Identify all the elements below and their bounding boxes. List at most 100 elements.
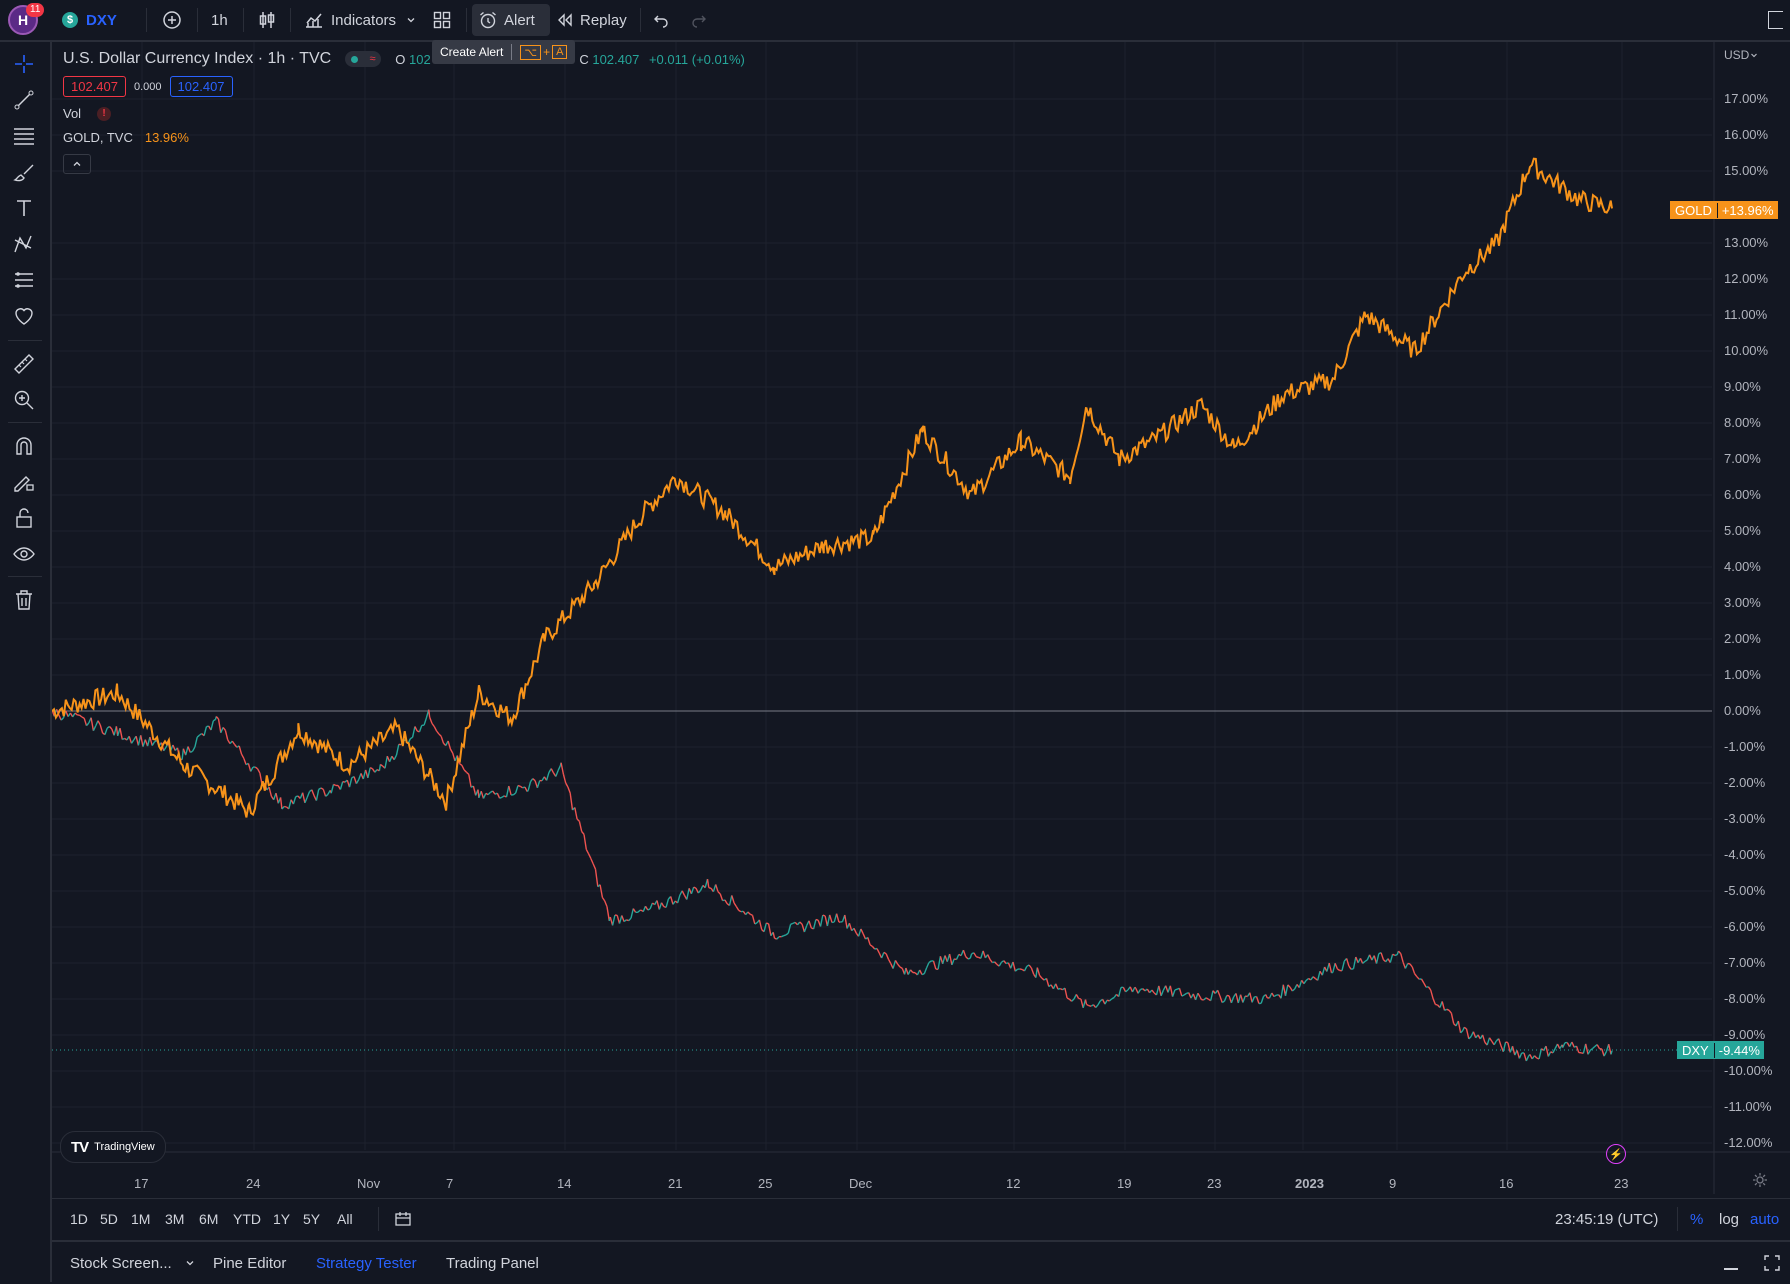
fib-tool[interactable]: [10, 122, 38, 150]
market-status-indicator[interactable]: ≈: [345, 51, 381, 67]
compare-legend[interactable]: GOLD, TVC 13.96%: [63, 130, 189, 145]
indicators-dropdown-button[interactable]: [405, 0, 417, 40]
range-button-1y[interactable]: 1Y: [273, 1199, 290, 1239]
lock-drawings-tool[interactable]: [10, 504, 38, 532]
interval-button[interactable]: 1h: [211, 0, 228, 40]
user-menu-button[interactable]: H 11: [8, 0, 38, 40]
text-tool[interactable]: [10, 194, 38, 222]
plus-circle-icon: [162, 10, 182, 30]
time-tick-label: Dec: [849, 1176, 872, 1191]
auto-scale-toggle[interactable]: auto: [1750, 1199, 1779, 1239]
replay-button[interactable]: Replay: [556, 0, 627, 40]
dxy-candle-segment: [1356, 957, 1358, 963]
dxy-candle-segment: [966, 957, 968, 959]
indicators-button[interactable]: Indicators: [304, 0, 396, 40]
range-button-3m[interactable]: 3M: [165, 1199, 184, 1239]
magnet-tool[interactable]: [10, 432, 38, 460]
dxy-candle-segment: [1604, 1052, 1606, 1057]
dxy-candle-segment: [1042, 978, 1044, 980]
symbol-name: DXY: [86, 12, 117, 29]
chart-pane[interactable]: U.S. Dollar Currency Index · 1h · TVC ≈ …: [52, 42, 1790, 1194]
measure-tool[interactable]: [10, 350, 38, 378]
range-button-1d[interactable]: 1D: [70, 1199, 88, 1239]
crosshair-tool[interactable]: [10, 50, 38, 78]
dxy-candle-segment: [152, 742, 154, 746]
buy-button[interactable]: 102.407: [170, 76, 233, 97]
remove-drawings-tool[interactable]: [10, 586, 38, 614]
dxy-candle-segment: [952, 959, 954, 965]
brush-tool[interactable]: [10, 158, 38, 186]
tab-trading-panel[interactable]: Trading Panel: [446, 1242, 539, 1284]
percent-scale-toggle[interactable]: %: [1690, 1199, 1703, 1239]
dxy-candle-segment: [221, 727, 223, 732]
dxy-candle-segment: [537, 781, 539, 788]
pattern-tool[interactable]: [10, 230, 38, 258]
time-tick-label: 24: [246, 1176, 260, 1191]
chart-settings-button[interactable]: [1752, 1172, 1768, 1193]
dxy-candle-segment: [105, 728, 107, 734]
tab-stock-screener[interactable]: Stock Screen...: [70, 1242, 196, 1284]
time-tick-label: 9: [1389, 1176, 1396, 1191]
dxy-candle-segment: [629, 918, 631, 920]
range-button-5y[interactable]: 5Y: [303, 1199, 320, 1239]
log-scale-toggle[interactable]: log: [1719, 1199, 1739, 1239]
symbol-search-button[interactable]: $ DXY: [62, 0, 117, 40]
tab-strategy-tester[interactable]: Strategy Tester: [316, 1242, 417, 1284]
dxy-candle-segment: [368, 768, 370, 778]
layouts-button[interactable]: [432, 0, 452, 40]
hide-drawings-tool[interactable]: [10, 540, 38, 568]
range-button-ytd[interactable]: YTD: [233, 1199, 261, 1239]
range-button-5d[interactable]: 5D: [100, 1199, 118, 1239]
range-button-1m[interactable]: 1M: [131, 1199, 150, 1239]
sell-button[interactable]: 102.407: [63, 76, 126, 97]
price-tick-label: 1.00%: [1724, 667, 1761, 682]
range-button-all[interactable]: All: [337, 1199, 353, 1239]
dxy-candle-segment: [1218, 990, 1220, 996]
time-tick-label: 17: [134, 1176, 148, 1191]
chart-canvas[interactable]: [52, 42, 1790, 1194]
dxy-candle-segment: [527, 791, 528, 792]
dxy-candle-segment: [1222, 1001, 1224, 1002]
tradingview-watermark[interactable]: TV TradingView: [60, 1131, 166, 1163]
range-button-6m[interactable]: 6M: [199, 1199, 218, 1239]
tab-pine-editor[interactable]: Pine Editor: [213, 1242, 286, 1284]
compare-symbol-label: GOLD, TVC: [63, 130, 133, 145]
favorites-tool[interactable]: [10, 302, 38, 330]
chart-type-button[interactable]: [257, 0, 277, 40]
fullscreen-toggle-button[interactable]: [1768, 0, 1783, 40]
lightning-button[interactable]: ⚡: [1606, 1144, 1626, 1164]
dxy-candle-segment: [732, 895, 734, 903]
go-to-date-button[interactable]: [394, 1199, 412, 1239]
dxy-candle-segment: [334, 784, 336, 785]
dxy-candle-segment: [1288, 985, 1290, 987]
dxy-candle-segment: [561, 763, 563, 775]
dxy-candle-segment: [1133, 987, 1135, 992]
prediction-tool[interactable]: [10, 266, 38, 294]
dxy-candle-segment: [1261, 996, 1263, 1003]
dxy-candle-segment: [269, 787, 271, 796]
redo-button[interactable]: [690, 0, 708, 40]
legend-title[interactable]: U.S. Dollar Currency Index · 1h · TVC: [63, 50, 331, 68]
alert-button[interactable]: Alert: [472, 4, 550, 36]
dxy-candle-segment: [821, 915, 823, 926]
currency-selector[interactable]: USD: [1724, 48, 1759, 62]
collapse-legend-button[interactable]: [63, 154, 91, 174]
dxy-candle-segment: [1029, 965, 1031, 968]
stay-in-drawing-tool[interactable]: [10, 468, 38, 496]
dxy-candle-segment: [551, 769, 553, 773]
crosshair-icon: [12, 52, 36, 76]
minimize-panel-button[interactable]: [1724, 1242, 1738, 1284]
zoom-tool[interactable]: [10, 386, 38, 414]
undo-button[interactable]: [652, 0, 670, 40]
utc-clock[interactable]: 23:45:19 (UTC): [1555, 1199, 1658, 1239]
dxy-candle-segment: [995, 962, 997, 965]
compare-symbol-button[interactable]: [162, 0, 182, 40]
dxy-candle-segment: [394, 755, 396, 760]
trend-line-icon: [12, 88, 36, 112]
dxy-candle-segment: [1159, 986, 1161, 996]
trend-line-tool[interactable]: [10, 86, 38, 114]
volume-legend[interactable]: Vol !: [63, 106, 111, 121]
candles-icon: [257, 10, 277, 30]
dxy-candle-segment: [568, 787, 570, 793]
maximize-panel-button[interactable]: [1764, 1242, 1780, 1284]
